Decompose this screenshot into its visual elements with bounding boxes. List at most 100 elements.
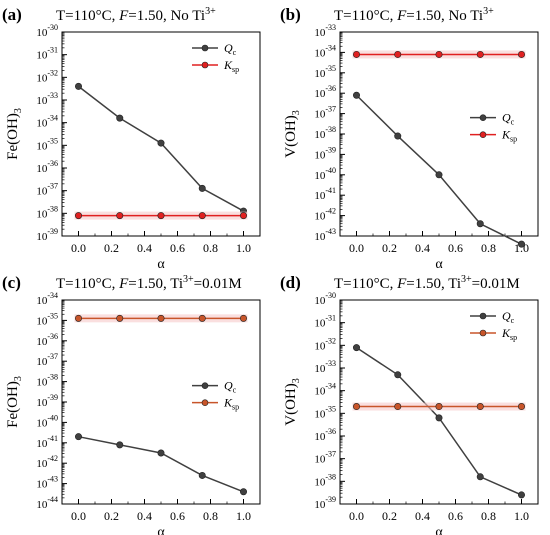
point-ksp: Ksp α=0.75 → 10^-34.7 <box>476 403 484 411</box>
point-qc: Qc α=0.25 → 10^-33.3 <box>394 371 402 379</box>
panel-b: (b) T=110°C, F=1.50, No Ti3+10-33 10-34 10-… <box>280 5 539 272</box>
legend-label-ksp: Ksp <box>223 396 239 412</box>
y-tick-label: 10-37 <box>314 105 336 121</box>
x-tick-label: 0.2 <box>104 509 119 523</box>
x-tick-label: 0.8 <box>481 509 496 523</box>
point-qc: Qc α=0.25 → 10^-38.1 <box>394 132 402 140</box>
point-ksp: Ksp α=0 → 10^-34.1 <box>353 50 361 58</box>
x-tick-label: 0.0 <box>71 509 86 523</box>
y-tick-label: 10-37 <box>36 182 58 198</box>
series-ksp: Ksp α=0 → 10^-38.1 Ksp α=0.25 → 10^-38.1 K… <box>74 211 248 220</box>
x-tick-label: 1.0 <box>236 509 251 523</box>
point-qc: Qc α=0.5 → 10^-34.9 <box>157 139 165 147</box>
legend-label-ksp: Ksp <box>501 326 517 342</box>
y-tick-label: 10-31 <box>36 46 58 62</box>
y-tick-label: 10-36 <box>36 159 58 175</box>
x-tick-label: 0.0 <box>349 509 364 523</box>
y-tick-label: 10-38 <box>36 373 58 389</box>
x-tick-label: 0.2 <box>382 241 397 255</box>
y-tick-label: 10-37 <box>36 352 58 368</box>
legend-label-qc: Qc <box>502 309 515 325</box>
line-qc <box>355 94 522 245</box>
point-ksp: Ksp α=0.75 → 10^-34.9 <box>198 314 206 322</box>
point-ksp: Ksp α=0.5 → 10^-38.1 <box>157 212 165 220</box>
point-qc: Qc α=0.75 → 10^-42.4 <box>476 220 484 228</box>
point-ksp: Ksp α=0 → 10^-38.1 <box>75 212 83 220</box>
y-tick-label: 10-39 <box>36 393 58 409</box>
series-ksp: Ksp α=0 → 10^-34.1 Ksp α=0.25 → 10^-34.1 K… <box>352 50 526 59</box>
y-tick-label: 10-30 <box>314 291 336 307</box>
point-qc: Qc α=1 → 10^-43.4 <box>518 240 526 248</box>
y-tick-label: 10-43 <box>36 475 58 491</box>
x-tick-label: 1.0 <box>236 241 251 255</box>
point-qc: Qc α=0 → 10^-32.1 <box>353 344 361 352</box>
y-tick-label: 10-35 <box>36 311 58 327</box>
point-qc: Qc α=0 → 10^-32.4 <box>75 82 83 90</box>
y-axis-label: Fe(OH)3 <box>5 108 24 160</box>
legend-marker <box>201 44 209 52</box>
y-tick-label: 10-33 <box>314 359 336 375</box>
legend-label-ksp: Ksp <box>223 58 239 74</box>
legend-marker <box>201 382 209 389</box>
y-tick-label: 10-38 <box>36 204 58 220</box>
legend-marker <box>479 312 487 320</box>
point-qc: Qc α=0.25 → 10^-41.1 <box>116 441 124 449</box>
y-tick-label: 10-43 <box>314 227 336 243</box>
y-axis-label: V(OH)3 <box>283 110 302 158</box>
point-ksp: Ksp α=0.25 → 10^-34.1 <box>394 50 402 58</box>
legend-marker <box>479 114 487 121</box>
y-tick-label: 10-40 <box>36 413 58 429</box>
point-ksp: Ksp α=1 → 10^-34.9 <box>240 314 248 322</box>
point-ksp: Ksp α=1 → 10^-34.7 <box>518 403 526 411</box>
y-tick-label: 10-39 <box>314 495 336 511</box>
y-tick-label: 10-38 <box>314 472 336 488</box>
x-tick-label: 0.0 <box>349 241 364 255</box>
y-tick-label: 10-34 <box>36 291 58 307</box>
x-tick-label: 1.0 <box>514 241 529 255</box>
y-tick-label: 10-34 <box>36 114 58 130</box>
point-qc: Qc α=0.75 → 10^-42.6 <box>198 471 206 479</box>
point-qc: Qc α=1 → 10^-43.4 <box>240 488 248 496</box>
y-tick-label: 10-34 <box>314 382 336 398</box>
y-axis-label: Fe(OH)3 <box>5 376 24 428</box>
y-tick-label: 10-32 <box>314 336 336 352</box>
legend-marker <box>201 399 209 406</box>
x-axis-label: α <box>435 257 443 272</box>
point-qc: Qc α=0.25 → 10^-33.8 <box>116 114 124 122</box>
point-ksp: Ksp α=0.25 → 10^-34.7 <box>394 403 402 411</box>
y-tick-label: 10-30 <box>36 23 58 39</box>
legend-label-qc: Qc <box>224 379 237 395</box>
point-ksp: Ksp α=0 → 10^-34.9 <box>75 314 83 322</box>
y-tick-label: 10-44 <box>36 495 58 511</box>
point-ksp: Ksp α=1 → 10^-34.1 <box>518 50 526 58</box>
point-ksp: Ksp α=0.5 → 10^-34.9 <box>157 314 165 322</box>
y-tick-label: 10-37 <box>314 450 336 466</box>
y-tick-label: 10-33 <box>36 91 58 107</box>
point-qc: Qc α=0.5 → 10^-40 <box>435 171 443 179</box>
point-ksp: Ksp α=0 → 10^-34.7 <box>353 403 361 411</box>
x-tick-label: 0.6 <box>448 509 463 523</box>
panel-title: T=110°C, F=1.50, Ti3+=0.01M <box>56 274 242 292</box>
line-qc <box>78 435 244 493</box>
y-tick-label: 10-36 <box>314 84 336 100</box>
panel-letter: (d) <box>280 273 301 292</box>
panel-title: T=110°C, F=1.50, Ti3+=0.01M <box>334 274 520 292</box>
legend-label-ksp: Ksp <box>501 128 517 144</box>
point-ksp: Ksp α=0.5 → 10^-34.7 <box>435 403 443 411</box>
series-ksp: Ksp α=0 → 10^-34.7 Ksp α=0.25 → 10^-34.7 K… <box>352 402 526 411</box>
point-ksp: Ksp α=0.75 → 10^-34.1 <box>476 50 484 58</box>
x-tick-label: 0.4 <box>137 509 152 523</box>
panel-a: (a) T=110°C, F=1.50, No Ti3+10-30 10-31 10-… <box>2 5 261 272</box>
legend-label-qc: Qc <box>502 111 515 127</box>
x-tick-label: 0.6 <box>170 509 185 523</box>
x-tick-label: 0.0 <box>71 241 86 255</box>
point-qc: Qc α=0.5 → 10^-35.2 <box>435 414 443 422</box>
series-qc: Qc α=0 → 10^-32.1 Qc α=0.25 → 10^-33.3 Qc … <box>353 344 526 499</box>
panel-letter: (a) <box>2 5 22 24</box>
